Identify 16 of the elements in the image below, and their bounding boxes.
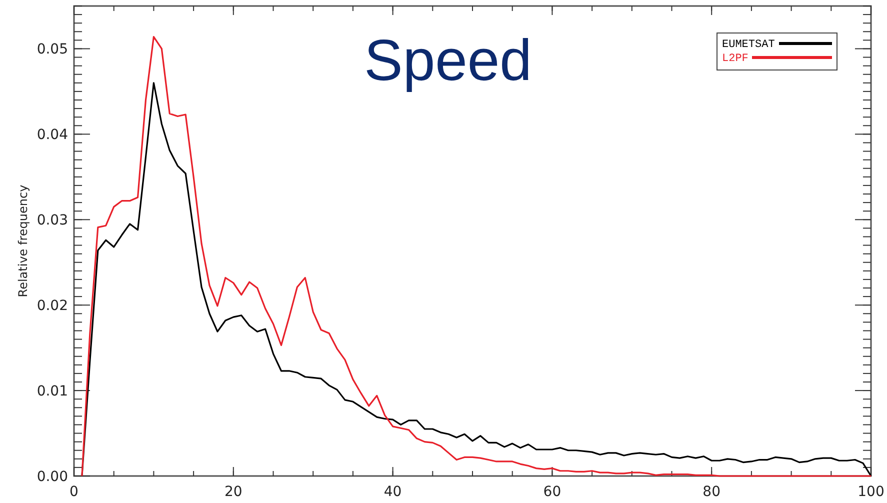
x-tick-label: 60: [543, 484, 562, 500]
y-tick-label: 0.01: [36, 383, 68, 400]
y-tick-label: 0.04: [36, 127, 68, 144]
chart-title: Speed: [364, 28, 532, 93]
x-tick-label: 100: [858, 484, 884, 500]
y-tick-label: 0.02: [36, 298, 68, 314]
x-tick-label: 80: [702, 484, 721, 500]
y-tick-label: 0.03: [36, 212, 68, 229]
x-tick-label: 40: [384, 484, 402, 500]
y-tick-label: 0.00: [36, 468, 68, 485]
y-tick-label: 0.05: [36, 42, 68, 58]
y-axis-title: Relative frequency: [16, 184, 30, 298]
x-tick-label: 0: [70, 484, 78, 500]
text: L2PF: [722, 53, 748, 65]
x-tick-label: 20: [224, 484, 242, 500]
legend-label: EUMETSAT: [722, 39, 776, 51]
